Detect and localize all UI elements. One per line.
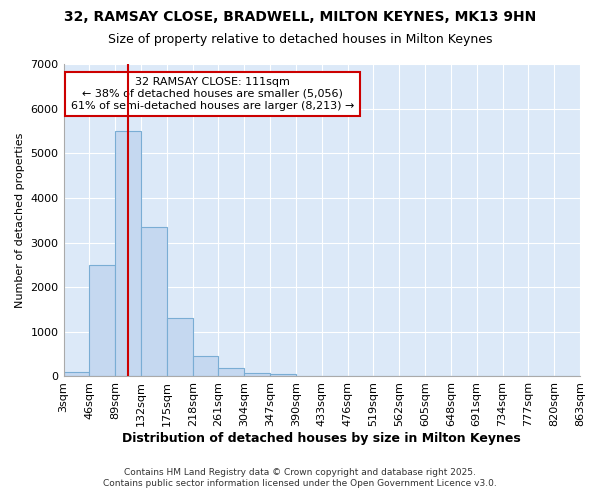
X-axis label: Distribution of detached houses by size in Milton Keynes: Distribution of detached houses by size … — [122, 432, 521, 445]
Text: Size of property relative to detached houses in Milton Keynes: Size of property relative to detached ho… — [108, 32, 492, 46]
Bar — [167, 318, 193, 376]
Y-axis label: Number of detached properties: Number of detached properties — [15, 132, 25, 308]
Bar — [218, 368, 244, 376]
Bar — [141, 227, 167, 376]
Text: 32, RAMSAY CLOSE, BRADWELL, MILTON KEYNES, MK13 9HN: 32, RAMSAY CLOSE, BRADWELL, MILTON KEYNE… — [64, 10, 536, 24]
Text: 32 RAMSAY CLOSE: 111sqm
← 38% of detached houses are smaller (5,056)
61% of semi: 32 RAMSAY CLOSE: 111sqm ← 38% of detache… — [71, 78, 354, 110]
Text: Contains HM Land Registry data © Crown copyright and database right 2025.
Contai: Contains HM Land Registry data © Crown c… — [103, 468, 497, 487]
Bar — [270, 374, 296, 376]
Bar — [244, 373, 270, 376]
Bar — [89, 265, 115, 376]
Bar — [64, 372, 89, 376]
Bar — [115, 131, 141, 376]
Bar — [193, 356, 218, 376]
